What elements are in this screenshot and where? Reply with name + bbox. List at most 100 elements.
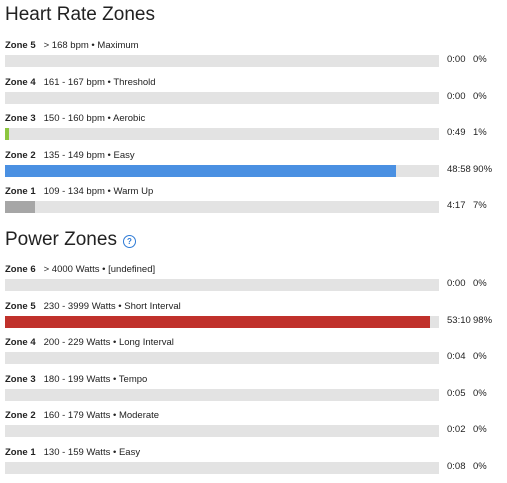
zone-time: 0:00	[447, 54, 466, 65]
zone-bar-track	[5, 462, 439, 474]
zone-name: Zone 3	[5, 113, 36, 125]
power-zone-row: Zone 6 > 4000 Watts • [undefined] 0:00 0%	[5, 264, 505, 300]
heart-rate-title-text: Heart Rate Zones	[5, 4, 155, 25]
zone-description: Tempo	[118, 373, 148, 385]
zone-name: Zone 2	[5, 410, 36, 422]
zone-time: 0:05	[447, 387, 466, 399]
zone-bar-track	[5, 425, 439, 438]
zone-name: Zone 1	[5, 186, 36, 198]
zone-bar-track	[5, 55, 439, 67]
power-zones-title: Power Zones ?	[5, 229, 136, 251]
zone-percent: 0%	[473, 54, 487, 65]
zone-description: Easy	[113, 149, 135, 161]
zone-percent: 0%	[473, 90, 487, 102]
zone-name: Zone 5	[5, 40, 36, 51]
zone-separator: •	[88, 40, 98, 51]
zone-name: Zone 4	[5, 337, 36, 349]
zone-separator: •	[115, 300, 125, 312]
zone-range: 109 - 134 bpm	[43, 186, 105, 198]
zone-label: Zone 1 130 - 159 Watts • Easy	[5, 447, 140, 458]
zone-bar-fill	[5, 201, 36, 214]
zone-bar-track	[5, 279, 439, 291]
zone-label: Zone 2 135 - 149 bpm • Easy	[5, 150, 135, 161]
heart_rate-zone-row: Zone 1 109 - 134 bpm • Warm Up 4:17 7%	[5, 186, 505, 222]
zone-description: Aerobic	[112, 113, 146, 125]
zone-percent: 98%	[473, 314, 493, 326]
help-circle-icon[interactable]: ?	[122, 235, 136, 248]
zone-bar-track	[5, 128, 439, 141]
zone-separator: •	[99, 264, 109, 275]
zone-separator: •	[104, 149, 114, 161]
zone-percent: 90%	[473, 163, 493, 175]
zone-label: Zone 2 160 - 179 Watts • Moderate	[5, 410, 159, 421]
zone-bar-fill	[5, 164, 396, 177]
zone-range: > 4000 Watts	[43, 264, 100, 275]
zone-bar-track	[5, 91, 439, 104]
zone-name: Zone 4	[5, 76, 36, 88]
zone-bar-track	[5, 315, 439, 328]
zone-separator: •	[110, 447, 119, 458]
zone-time: 48:58	[447, 163, 471, 175]
heart_rate-zone-row: Zone 3 150 - 160 bpm • Aerobic 0:49 1%	[5, 113, 505, 149]
power-zone-row: Zone 5 230 - 3999 Watts • Short Interval 5…	[5, 301, 505, 337]
zone-range: 200 - 229 Watts	[43, 337, 111, 349]
zone-bar-fill	[5, 128, 10, 141]
zone-percent: 1%	[473, 127, 487, 139]
zone-bar-track	[5, 388, 439, 401]
zone-label: Zone 3 180 - 199 Watts • Tempo	[5, 374, 147, 385]
power-title-text: Power Zones	[5, 229, 117, 250]
zone-label: Zone 4 161 - 167 bpm • Threshold	[5, 77, 156, 88]
heart_rate-zone-row: Zone 5 > 168 bpm • Maximum 0:00 0%	[5, 40, 505, 76]
zone-name: Zone 3	[5, 373, 36, 385]
zone-name: Zone 1	[5, 447, 36, 458]
zone-description: Threshold	[113, 76, 156, 88]
heart-rate-zones-title: Heart Rate Zones	[5, 4, 155, 26]
zone-label: Zone 5 > 168 bpm • Maximum	[5, 40, 139, 51]
zone-percent: 0%	[473, 387, 487, 399]
zone-name: Zone 5	[5, 300, 36, 312]
zone-range: 161 - 167 bpm	[43, 76, 105, 88]
zone-name: Zone 6	[5, 264, 36, 275]
zone-time: 0:04	[447, 351, 466, 363]
zone-label: Zone 6 > 4000 Watts • [undefined]	[5, 264, 155, 275]
heart_rate-zone-row: Zone 4 161 - 167 bpm • Threshold 0:00 0%	[5, 77, 505, 113]
zone-name: Zone 2	[5, 149, 36, 161]
zone-range: 160 - 179 Watts	[43, 410, 111, 422]
zone-description: [undefined]	[108, 264, 156, 275]
zone-range: 230 - 3999 Watts	[43, 300, 116, 312]
zone-separator: •	[110, 373, 119, 385]
zone-time: 53:10	[447, 314, 471, 326]
zone-separator: •	[110, 337, 119, 349]
zone-time: 0:08	[447, 461, 466, 472]
zone-description: Moderate	[118, 410, 160, 422]
zone-label: Zone 4 200 - 229 Watts • Long Interval	[5, 337, 174, 348]
zone-bar-track	[5, 164, 439, 177]
zone-label: Zone 3 150 - 160 bpm • Aerobic	[5, 113, 145, 124]
zone-time: 4:17	[447, 200, 466, 212]
zone-percent: 0%	[473, 461, 487, 472]
zone-bar-track	[5, 352, 439, 365]
zone-description: Short Interval	[124, 300, 181, 312]
zone-bar-fill	[5, 315, 431, 328]
zone-description: Easy	[118, 447, 141, 458]
zone-separator: •	[104, 186, 114, 198]
zone-time: 0:00	[447, 90, 466, 102]
heart_rate-zone-row: Zone 2 135 - 149 bpm • Easy 48:58 90%	[5, 150, 505, 186]
power-zone-row: Zone 4 200 - 229 Watts • Long Interval 0:0…	[5, 337, 505, 373]
zone-range: 135 - 149 bpm	[43, 149, 105, 161]
zone-description: Warm Up	[113, 186, 154, 198]
zone-separator: •	[104, 113, 113, 125]
zone-range: 180 - 199 Watts	[43, 373, 111, 385]
zone-percent: 7%	[473, 200, 487, 212]
power-zone-row: Zone 3 180 - 199 Watts • Tempo 0:05 0%	[5, 374, 505, 410]
zone-range: 150 - 160 bpm	[43, 113, 105, 125]
zone-label: Zone 5 230 - 3999 Watts • Short Interval	[5, 301, 181, 312]
power-zone-row: Zone 2 160 - 179 Watts • Moderate 0:02 0%	[5, 410, 505, 446]
zone-percent: 0%	[473, 278, 487, 289]
zone-time: 0:00	[447, 278, 466, 289]
zone-time: 0:49	[447, 127, 466, 139]
zone-percent: 0%	[473, 424, 487, 436]
zone-description: Long Interval	[118, 337, 174, 349]
power-zone-row: Zone 1 130 - 159 Watts • Easy 0:08 0%	[5, 447, 505, 483]
zone-separator: •	[104, 76, 114, 88]
